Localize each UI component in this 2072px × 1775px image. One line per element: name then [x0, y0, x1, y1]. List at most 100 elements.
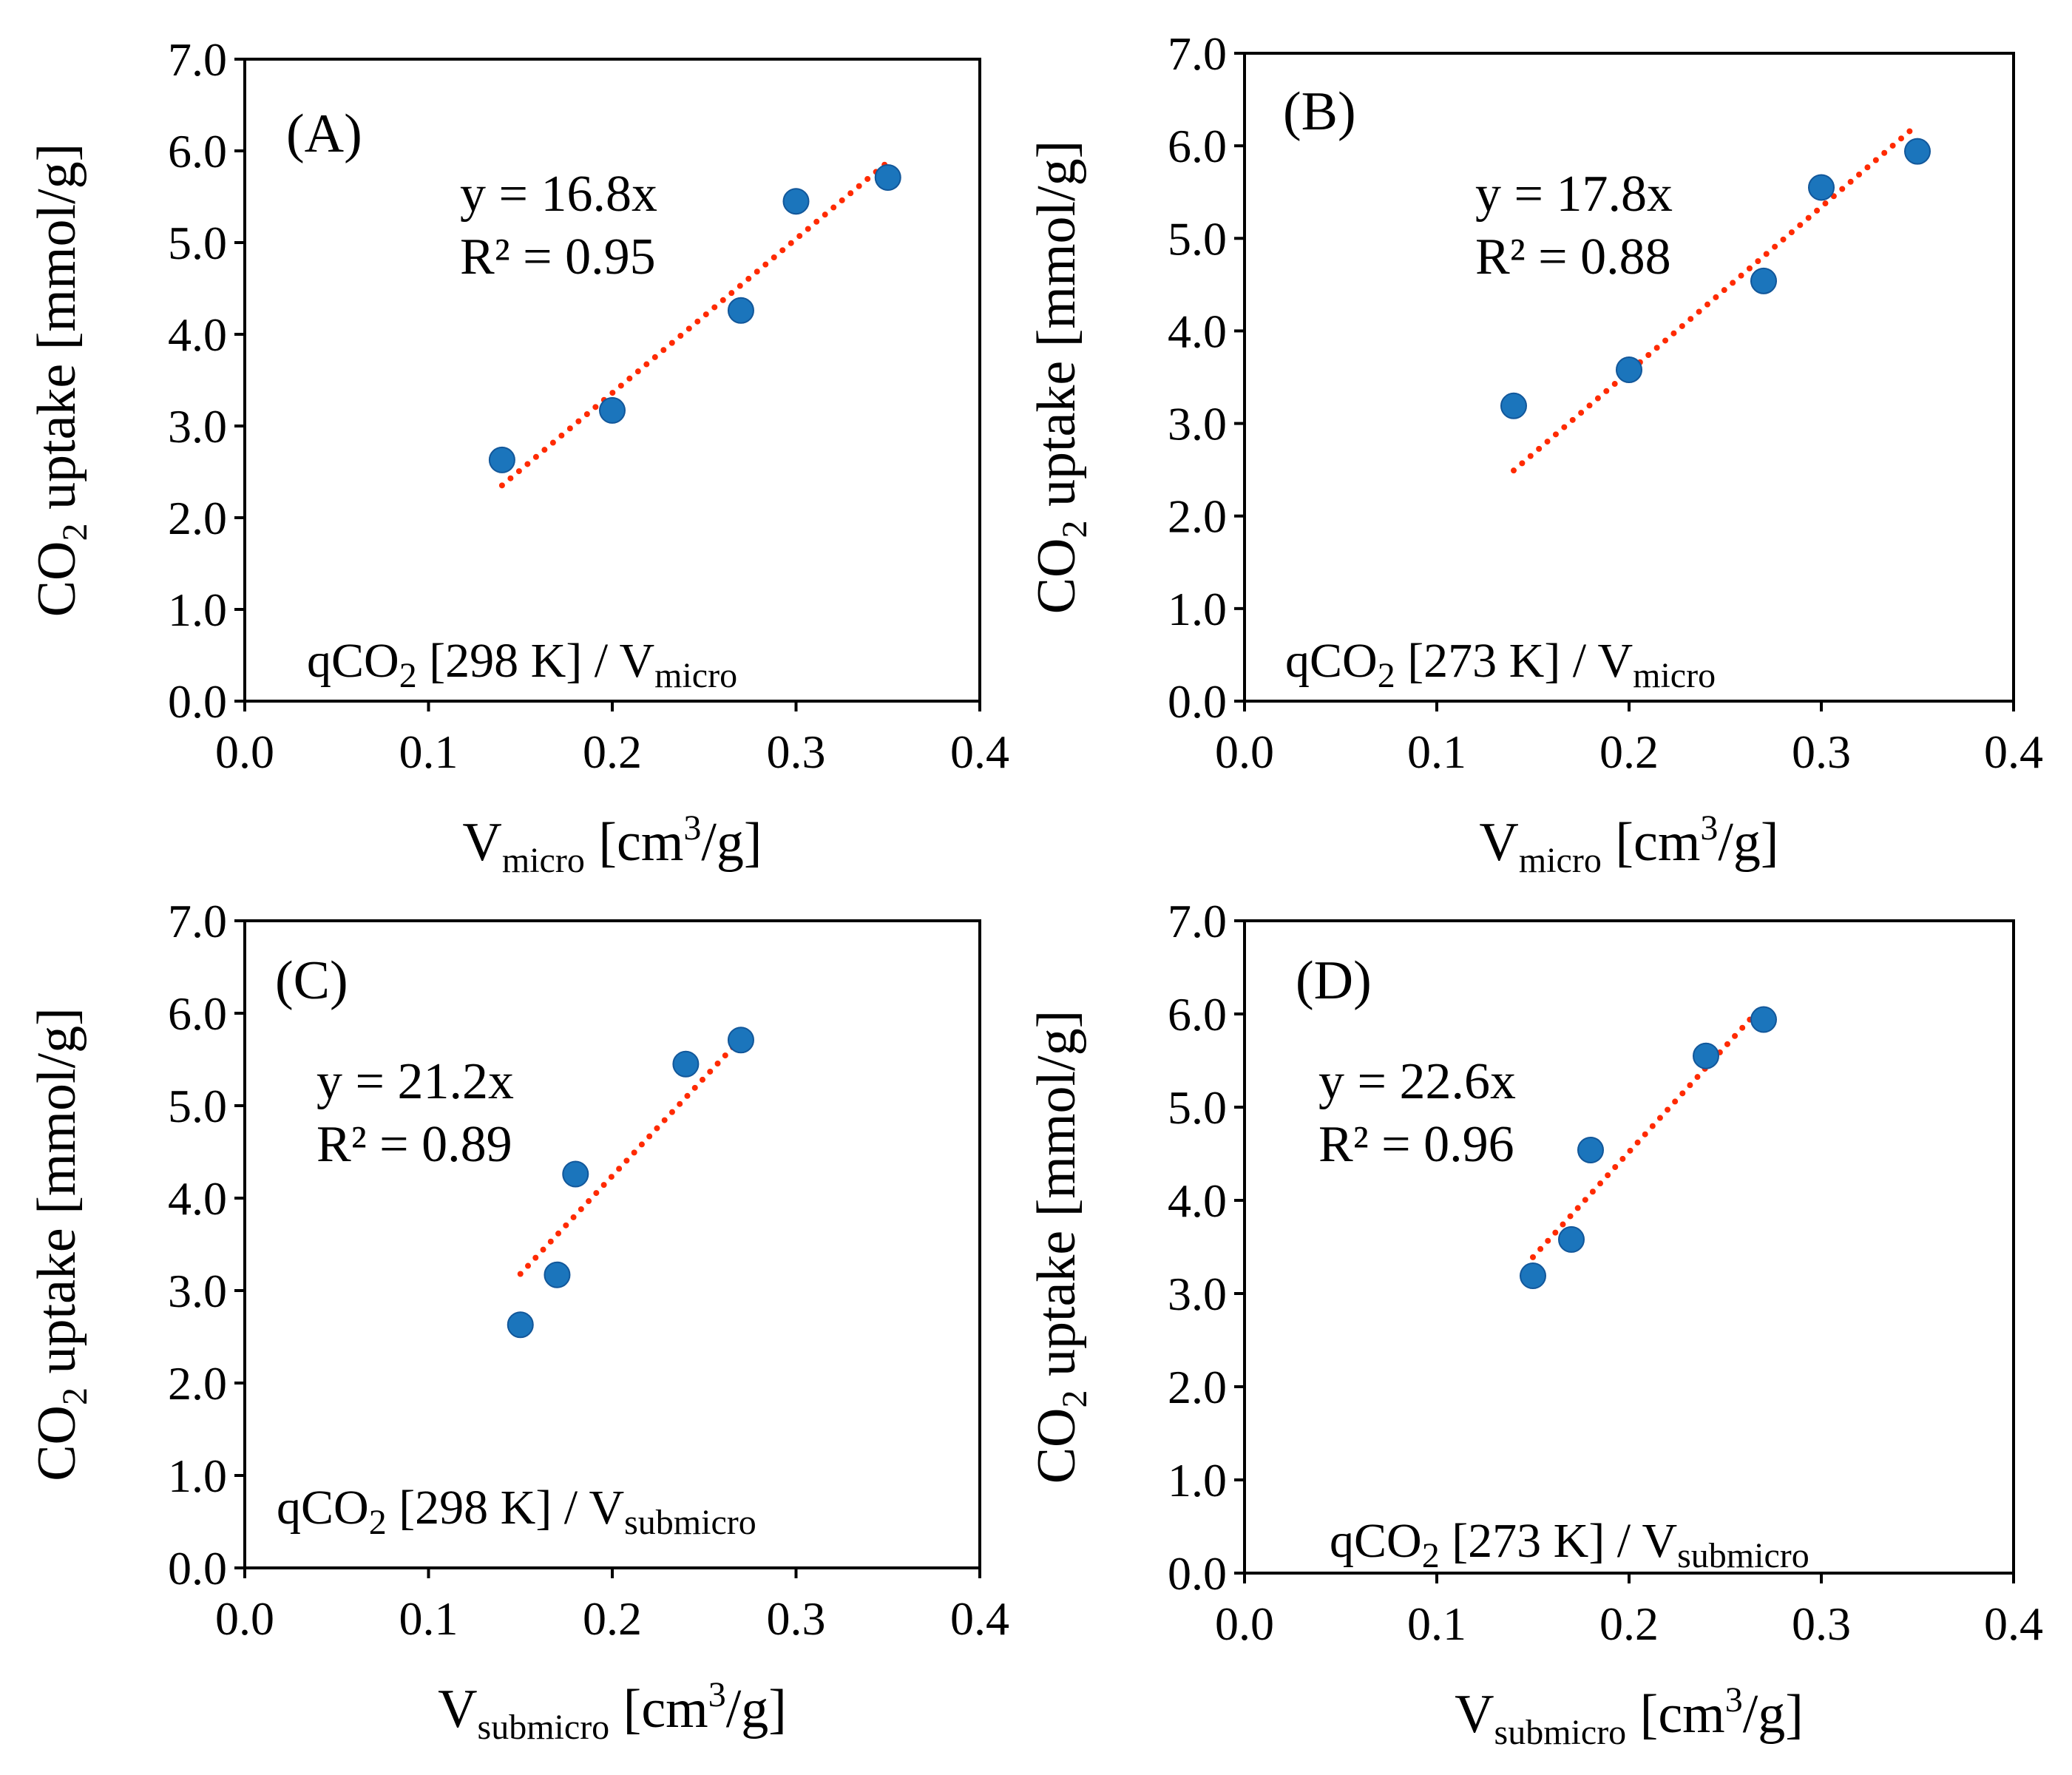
x-tick-label: 0.3 [767, 1592, 826, 1645]
x-tick-label: 0.2 [583, 1592, 642, 1645]
data-point [1577, 1136, 1604, 1163]
y-tick-label: 6.0 [168, 125, 227, 178]
x-tick-label: 0.4 [950, 726, 1009, 778]
y-tick-label: 6.0 [1168, 120, 1227, 172]
y-tick-label: 5.0 [1168, 212, 1227, 265]
x-tick-label: 0.0 [215, 1592, 274, 1645]
y-tick-label: 3.0 [1168, 398, 1227, 450]
x-tick-label: 0.1 [1407, 726, 1466, 778]
panel-note: qCO2 [273 K] / Vsubmicro [1330, 1514, 1809, 1575]
x-tick-label: 0.0 [215, 726, 274, 778]
data-point [727, 297, 754, 324]
data-point [488, 446, 515, 473]
y-tick-label: 7.0 [1168, 895, 1227, 947]
x-tick-label: 0.3 [1792, 726, 1851, 778]
chart-panel-d: 0.0 1.0 2.0 3.0 4.0 5.0 6.0 7.0 0.0 0.1 0.2 0.3 0.4 (… [1026, 895, 2043, 1752]
x-tick-label: 0.2 [1599, 726, 1659, 778]
y-tick-label: 7.0 [168, 895, 227, 947]
y-tick-label: 1.0 [1168, 1454, 1227, 1507]
y-tick-label: 5.0 [168, 217, 227, 269]
data-point [1693, 1042, 1719, 1069]
r-squared-label: R² = 0.88 [1475, 229, 1671, 285]
data-point [727, 1027, 754, 1054]
x-tick-label: 0.1 [1407, 1598, 1466, 1650]
trendline-equation: y = 16.8x [460, 166, 657, 223]
trendline-equation: y = 22.6x [1318, 1053, 1516, 1110]
y-tick-label: 2.0 [168, 492, 227, 544]
trendline-equation: y = 21.2x [316, 1053, 514, 1110]
data-point [874, 163, 901, 191]
y-tick-label: 2.0 [1168, 1361, 1227, 1413]
x-axis-label: Vmicro [cm3/g] [462, 808, 762, 880]
y-tick-label: 3.0 [168, 400, 227, 453]
panel-note: qCO2 [298 K] / Vsubmicro [277, 1481, 756, 1542]
r-squared-label: R² = 0.89 [316, 1116, 512, 1173]
y-tick-label: 7.0 [168, 33, 227, 86]
data-point [599, 396, 626, 424]
y-axis-label: CO2 uptake [mmol/g] [1026, 141, 1094, 615]
data-point [672, 1050, 700, 1078]
data-point [1558, 1225, 1585, 1253]
y-tick-label: 1.0 [168, 1450, 227, 1502]
y-tick-label: 4.0 [168, 1172, 227, 1225]
x-axis-label: Vmicro [cm3/g] [1479, 808, 1778, 880]
r-squared-label: R² = 0.95 [460, 229, 656, 285]
y-tick-label: 6.0 [168, 987, 227, 1040]
x-tick-label: 0.4 [1984, 1598, 2043, 1650]
x-tick-label: 0.4 [1984, 726, 2043, 778]
chart-panel-c: 0.0 1.0 2.0 3.0 4.0 5.0 6.0 7.0 0.0 0.1 0.2 0.3 0.4 (… [27, 895, 1009, 1747]
trendline [1530, 1001, 1767, 1260]
y-tick-label: 5.0 [168, 1080, 227, 1132]
x-tick-label: 0.0 [1215, 726, 1274, 778]
y-tick-label: 0.0 [1168, 1547, 1227, 1600]
y-tick-label: 1.0 [1168, 583, 1227, 635]
trendline [498, 158, 891, 489]
x-tick-label: 0.1 [399, 726, 458, 778]
chart-panel-a: 0.0 1.0 2.0 3.0 4.0 5.0 6.0 7.0 0.0 0.1 0.2 0.3 0.4 (… [27, 33, 1009, 880]
data-point [1520, 1262, 1546, 1290]
data-point [544, 1261, 571, 1288]
trendline [517, 1035, 744, 1277]
panel-note: qCO2 [273 K] / Vmicro [1285, 634, 1716, 695]
y-tick-label: 3.0 [1168, 1268, 1227, 1320]
x-tick-label: 0.3 [1792, 1598, 1851, 1650]
x-tick-label: 0.0 [1215, 1598, 1274, 1650]
data-point [562, 1160, 589, 1188]
y-tick-label: 3.0 [168, 1265, 227, 1317]
x-tick-label: 0.4 [950, 1592, 1009, 1645]
y-tick-label: 6.0 [1168, 988, 1227, 1041]
trendline [1511, 121, 1920, 474]
x-tick-label: 0.3 [767, 726, 826, 778]
y-axis-label: CO2 uptake [mmol/g] [1026, 1010, 1094, 1484]
trendline-equation: y = 17.8x [1475, 166, 1673, 223]
y-tick-label: 2.0 [1168, 490, 1227, 543]
y-tick-label: 1.0 [168, 584, 227, 636]
panel-label: (C) [275, 950, 348, 1011]
y-tick-label: 0.0 [168, 675, 227, 728]
data-point [507, 1311, 534, 1339]
x-tick-label: 0.2 [583, 726, 642, 778]
data-point [1616, 356, 1642, 383]
panel-label: (A) [286, 104, 362, 164]
data-point [1750, 1006, 1777, 1033]
y-tick-label: 4.0 [1168, 305, 1227, 357]
y-tick-label: 4.0 [168, 308, 227, 361]
panel-label: (D) [1296, 950, 1372, 1011]
data-point [1904, 138, 1931, 165]
x-tick-label: 0.2 [1599, 1598, 1659, 1650]
y-tick-label: 4.0 [1168, 1174, 1227, 1227]
x-tick-label: 0.1 [399, 1592, 458, 1645]
data-point [1750, 267, 1777, 294]
chart-panel-b: 0.0 1.0 2.0 3.0 4.0 5.0 6.0 7.0 0.0 0.1 0.2 0.3 0.4 (… [1026, 27, 2043, 880]
panel-label: (B) [1283, 81, 1356, 142]
y-tick-label: 5.0 [1168, 1081, 1227, 1134]
x-axis-label: Vsubmicro [cm3/g] [1455, 1680, 1804, 1752]
y-tick-label: 7.0 [1168, 27, 1227, 80]
data-point [1808, 174, 1835, 201]
panel-note: qCO2 [298 K] / Vmicro [307, 634, 737, 695]
y-axis-label: CO2 uptake [mmol/g] [27, 1007, 95, 1481]
y-tick-label: 2.0 [168, 1357, 227, 1410]
y-tick-label: 0.0 [168, 1542, 227, 1595]
